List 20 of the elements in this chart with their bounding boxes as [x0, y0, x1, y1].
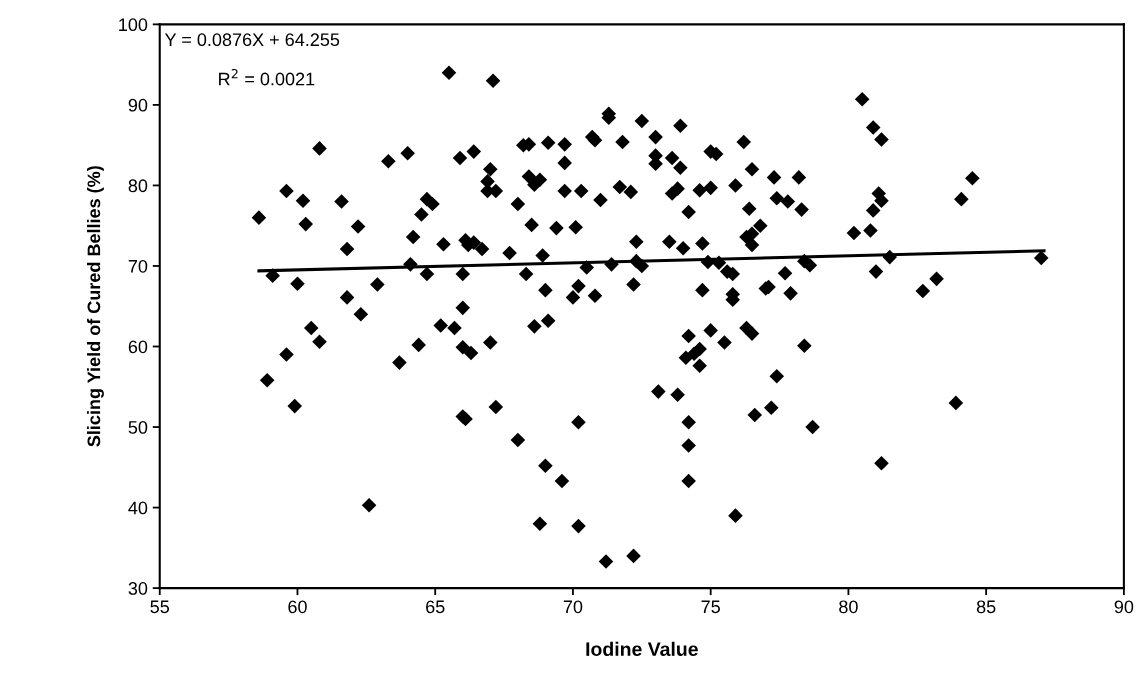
y-tick-label: 30 — [128, 582, 148, 595]
x-tick-label: 60 — [288, 600, 307, 614]
x-axis-title: Iodine Value — [586, 641, 698, 657]
y-axis-title: Slicing Yield of Cured Bellies (%) — [87, 166, 104, 447]
y-tick-label: 100 — [119, 18, 148, 32]
annotation: Y = 0.0876X + 64.255 — [164, 33, 340, 47]
y-tick-label: 40 — [128, 501, 148, 515]
x-tick-label: 90 — [1114, 600, 1134, 614]
x-tick-label: 55 — [150, 600, 170, 614]
y-tick-label: 90 — [128, 98, 148, 112]
x-tick-label: 65 — [426, 600, 445, 614]
y-tick-label: 60 — [128, 340, 148, 354]
x-tick-label: 85 — [976, 600, 996, 614]
y-tick-label: 50 — [128, 420, 148, 434]
y-tick-label: 70 — [128, 259, 148, 273]
annotation: R$^{2}$ = 0.0021 — [219, 68, 315, 86]
x-tick-label: 75 — [701, 600, 720, 614]
x-tick-label: 80 — [839, 600, 858, 614]
x-tick-label: 70 — [563, 600, 583, 614]
y-tick-label: 80 — [128, 179, 148, 193]
